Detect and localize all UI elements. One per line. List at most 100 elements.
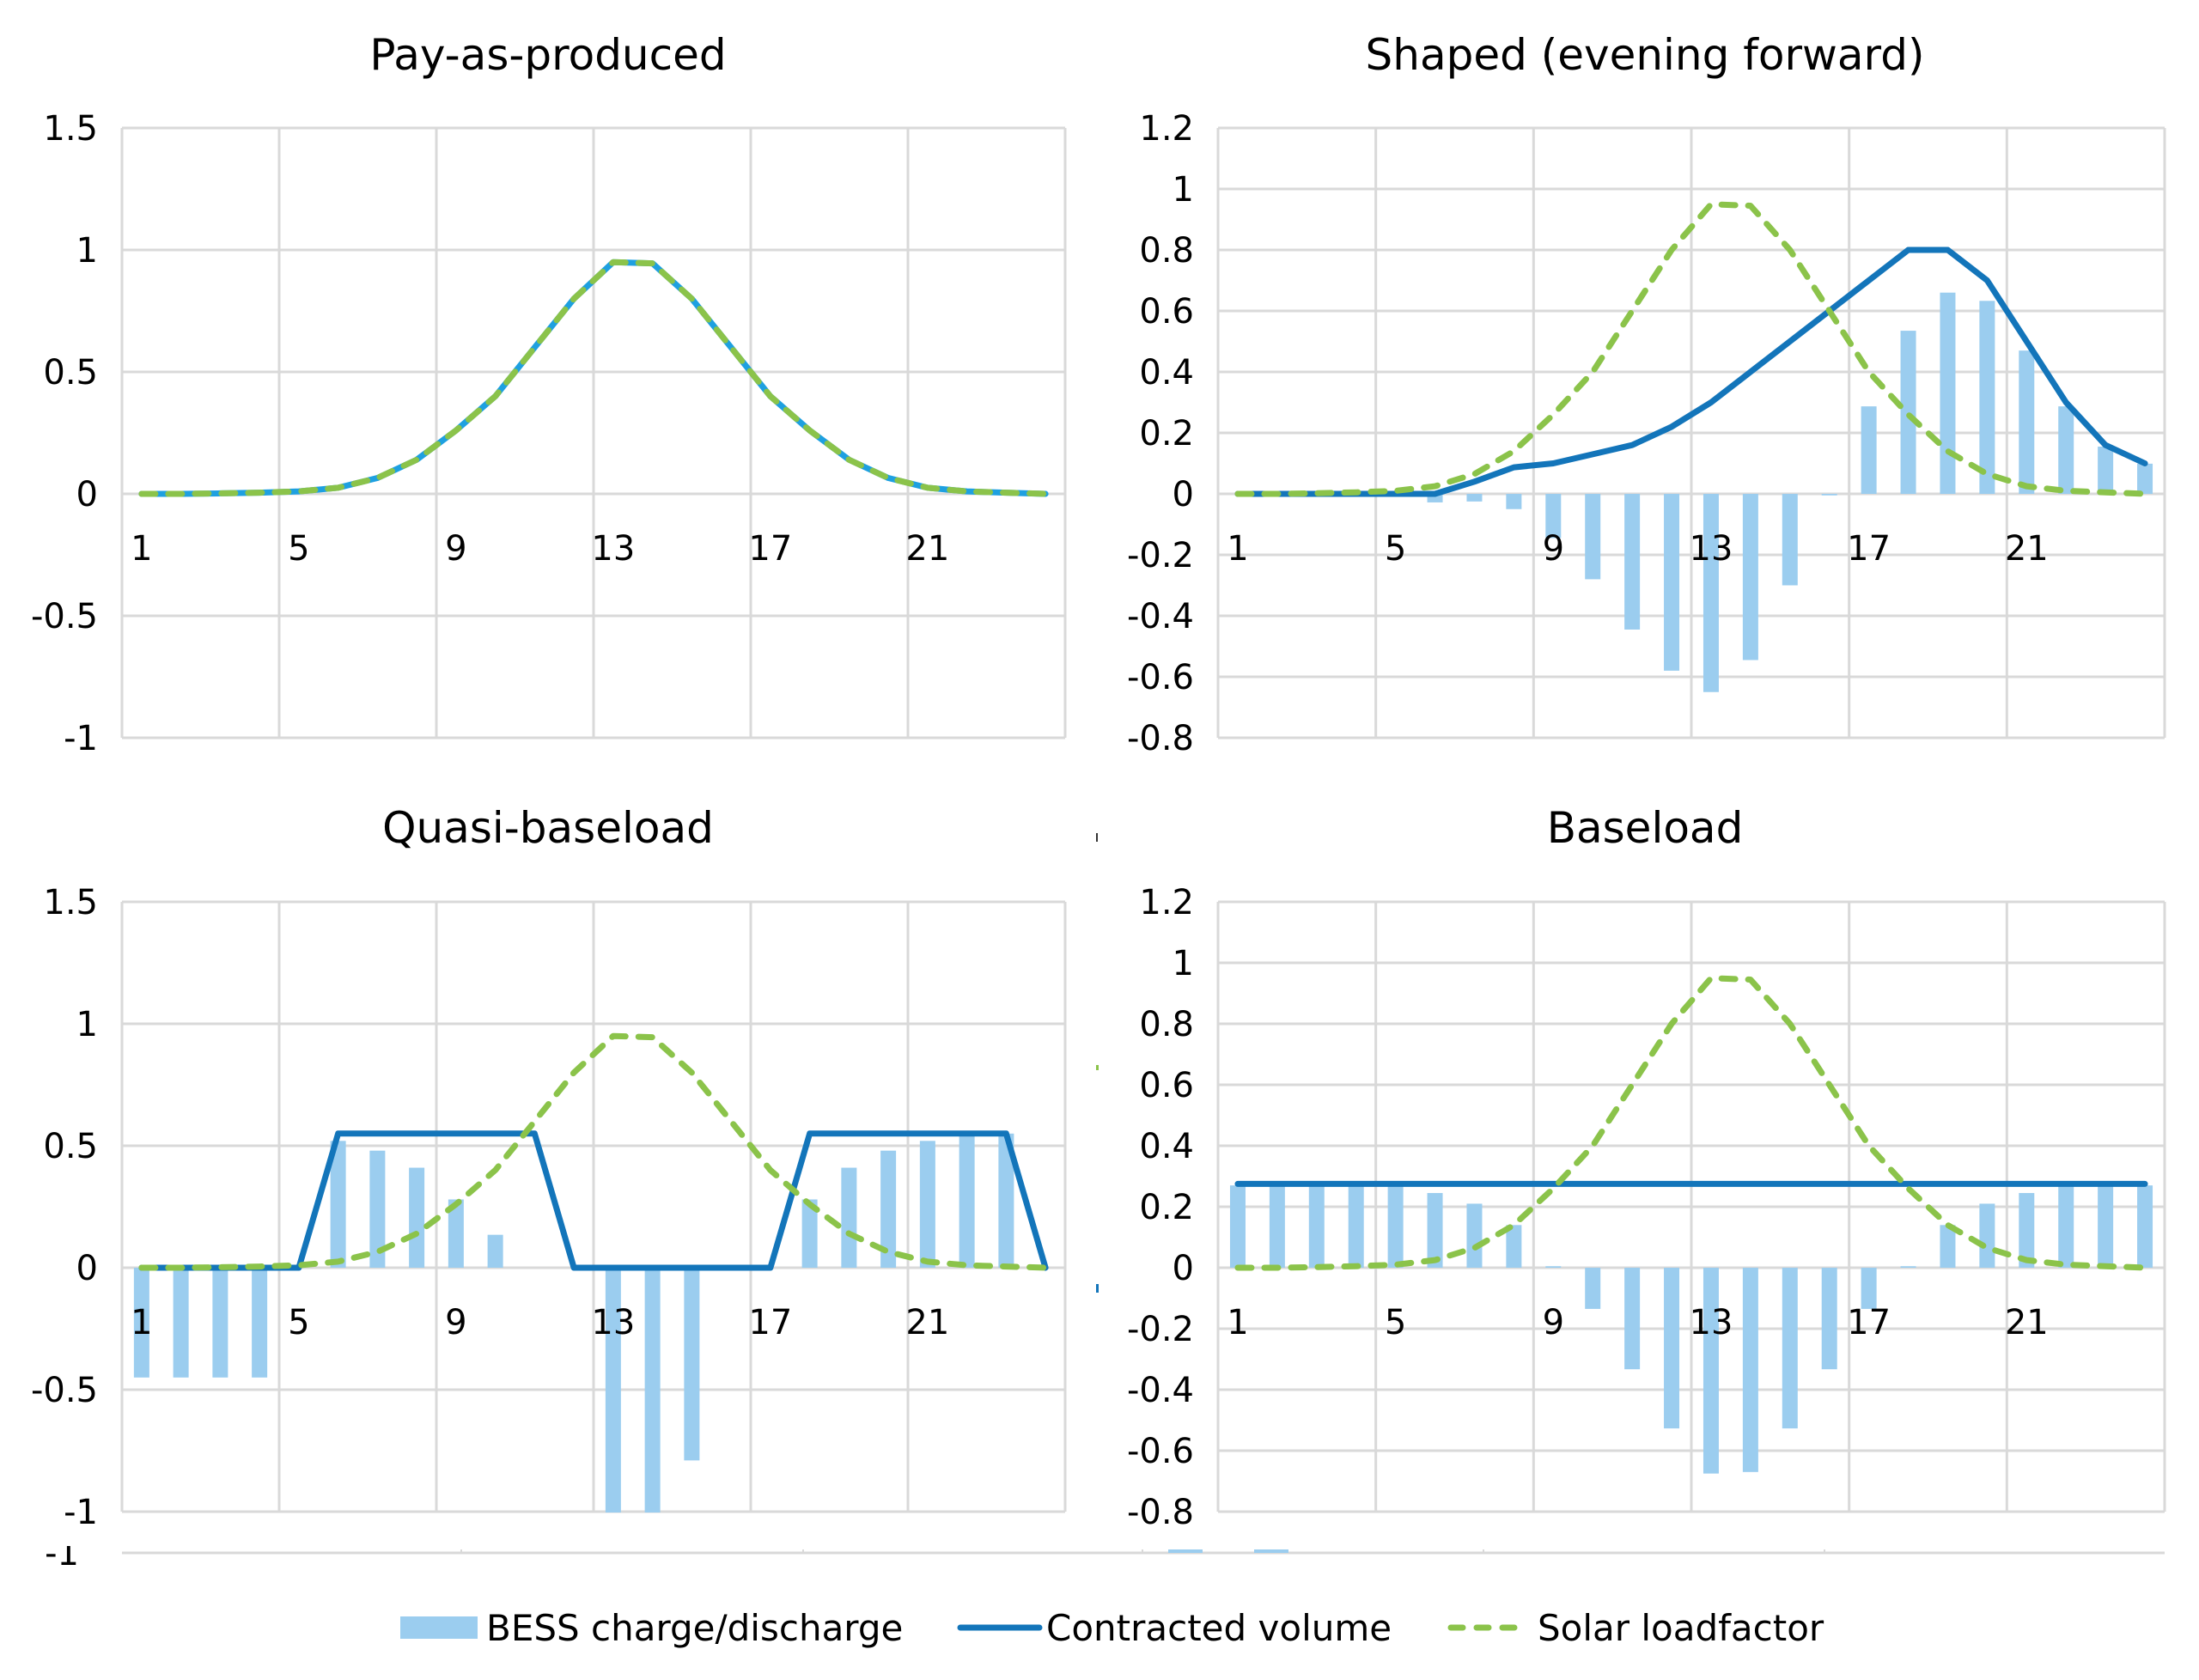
artifact-clipped-label: -1 [45, 1534, 79, 1573]
bess-bar [1545, 494, 1562, 539]
y-tick-label: 0.8 [1139, 231, 1194, 271]
bess-bar [1624, 494, 1641, 630]
x-tick-label: 9 [1543, 529, 1564, 569]
x-tick-label: 1 [131, 529, 152, 569]
bess-bar [1664, 494, 1680, 671]
bess-bar [1466, 494, 1483, 502]
x-tick-label: 9 [1543, 1303, 1564, 1342]
bess-bar [684, 1268, 700, 1461]
bess-bar [1703, 494, 1719, 692]
x-tick-label: 9 [445, 529, 466, 569]
panel-pay-as-produced: Pay-as-produced 1.5 1 0.5 0 -0.5 -1 1 5 9 13 17 21 [31, 30, 1067, 758]
y-tick-label: 0.2 [1139, 414, 1194, 453]
x-tick-label: 21 [905, 529, 949, 569]
bess-bar [212, 1268, 228, 1378]
bess-bar [1861, 406, 1877, 494]
y-tick-label: 0 [1173, 1249, 1194, 1288]
x-tick-label: 1 [1227, 1303, 1248, 1342]
bess-bar [330, 1141, 346, 1268]
panel-shaped-evening-forward: Shaped (evening forward) 1.2 1 0.8 0.6 0.4 0.… [1127, 30, 2166, 758]
bess-bar [2019, 1193, 2035, 1268]
bess-bar [1506, 1225, 1522, 1268]
x-tick-label: 17 [1847, 1303, 1891, 1342]
x-tick-label: 17 [748, 1303, 792, 1342]
x-tick-label: 13 [1690, 1303, 1733, 1342]
bess-bar [173, 1268, 189, 1378]
bess-bar [801, 1199, 818, 1268]
bess-bar [1940, 1225, 1956, 1268]
solar-loadfactor-line [1234, 201, 2148, 497]
artifact-mark [1096, 1284, 1099, 1293]
bess-bar [1664, 1268, 1680, 1429]
y-tick-label: 0.2 [1139, 1188, 1194, 1227]
y-tick-label: 0.8 [1139, 1005, 1194, 1044]
solar-loadfactor-line [1234, 975, 2148, 1271]
contracted-volume-line [138, 1130, 1049, 1271]
bess-bar [1624, 1268, 1641, 1370]
bess-bar [1821, 494, 1837, 496]
y-tick-label: 0.4 [1139, 1127, 1194, 1166]
bess-bar [1703, 1268, 1719, 1474]
bess-bar [1782, 1268, 1798, 1429]
bess-bar [919, 1141, 935, 1268]
bess-bar [2137, 463, 2153, 494]
bess-bar [1308, 1185, 1325, 1268]
bess-bar [1782, 494, 1798, 586]
y-tick-label: -0.6 [1127, 658, 1194, 697]
bess-bar [133, 1268, 149, 1378]
y-tick-label: -0.2 [1127, 1310, 1194, 1349]
bess-bar [2058, 406, 2074, 494]
bess-bar [1861, 1268, 1877, 1309]
panel-baseload: Baseload 1.2 1 0.8 0.6 0.4 0.2 0 -0.2 -0.4 -0.6 -0… [1127, 803, 2166, 1532]
y-tick-label: 0.6 [1139, 292, 1194, 332]
y-tick-label: 1 [76, 1005, 98, 1044]
legend-label-bess: BESS charge/discharge [486, 1607, 903, 1649]
bess-bar [1900, 331, 1916, 494]
y-tick-label: -0.5 [31, 597, 98, 636]
bess-bar [2058, 1185, 2074, 1268]
bess-bar [998, 1133, 1014, 1268]
y-tick-label: -0.8 [1127, 719, 1194, 758]
bess-bar [1545, 1266, 1562, 1268]
bess-bar [1585, 1268, 1601, 1309]
x-tick-label: 13 [591, 529, 635, 569]
bess-bar [605, 1268, 621, 1513]
x-tick-label: 21 [2005, 1303, 2049, 1342]
y-tick-label: 1.5 [43, 109, 98, 149]
x-tick-label: 1 [1227, 529, 1248, 569]
bess-bar [2098, 1185, 2114, 1268]
x-tick-label: 21 [2005, 529, 2049, 569]
bess-bar [1821, 1268, 1837, 1370]
bess-bar [1269, 1185, 1285, 1268]
x-tick-label: 9 [445, 1303, 466, 1342]
bess-bar [409, 1167, 425, 1268]
artifact-mark [1096, 1065, 1099, 1070]
bess-bar [448, 1199, 464, 1268]
bess-bar [2137, 1185, 2153, 1268]
y-tick-label: 1 [1173, 944, 1194, 983]
x-tick-label: 13 [591, 1303, 635, 1342]
contracted-volume-line [1234, 247, 2148, 497]
solar-loadfactor-line [138, 259, 1049, 497]
y-tick-label: -0.6 [1127, 1432, 1194, 1471]
bess-bar [1387, 1185, 1404, 1268]
y-tick-label: 0 [1173, 475, 1194, 514]
panel-title: Pay-as-produced [369, 30, 726, 80]
bess-bar [487, 1234, 503, 1268]
y-tick-label: 1 [76, 231, 98, 271]
artifact-bar-stub [1168, 1549, 1203, 1553]
x-tick-label: 5 [288, 529, 309, 569]
x-tick-label: 5 [1385, 1303, 1406, 1342]
bess-bar [1466, 1203, 1483, 1268]
solar-loadfactor-line [138, 1032, 1049, 1271]
bess-bar [1229, 1185, 1246, 1268]
bess-bar [959, 1133, 975, 1268]
y-tick-label: 0 [76, 475, 98, 514]
artifact-bar-stub [1254, 1549, 1288, 1553]
x-tick-label: 5 [288, 1303, 309, 1342]
bess-bar [1742, 494, 1758, 660]
bess-bar [2019, 350, 2035, 494]
y-tick-label: 1.5 [43, 883, 98, 922]
panel-title: Shaped (evening forward) [1366, 30, 1925, 80]
